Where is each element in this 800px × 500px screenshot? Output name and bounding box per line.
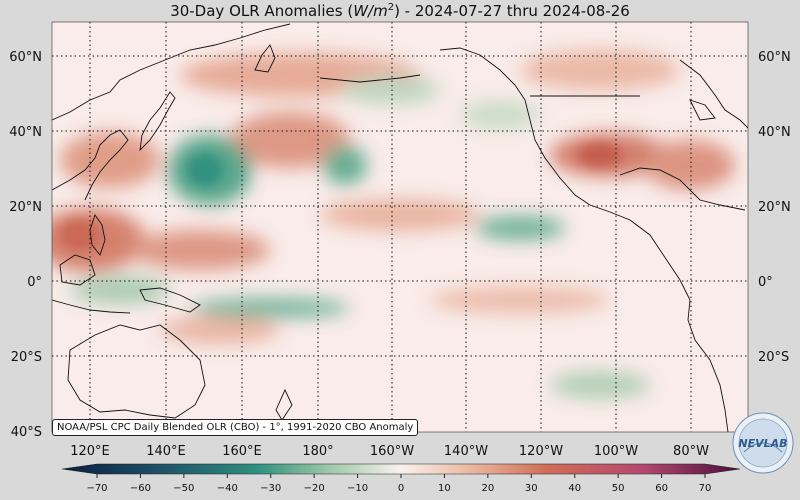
colorbar-tick-label: −50 <box>173 483 194 494</box>
colorbar-tick-label: 20 <box>481 483 494 494</box>
coast-north-america-west <box>529 119 691 301</box>
lon-label-120w: 120°W <box>519 444 563 459</box>
colorbar-tick-label: 70 <box>699 483 712 494</box>
colorbar: −70 −60 −50 −40 −30 −20 −10 0 10 20 30 40 50 60 70 <box>61 463 741 494</box>
colorbar-tick-label: −30 <box>260 483 281 494</box>
coast-japan <box>139 91 176 152</box>
coast-south-america <box>687 299 729 432</box>
lon-label-180: 180° <box>302 444 333 459</box>
anomaly-positive-central-20n <box>320 199 480 231</box>
source-note: NOAA/PSL CPC Daily Blended OLR (CBO) - 1… <box>52 419 419 436</box>
nevlab-logo: NEVLAB <box>732 412 794 474</box>
coastlines <box>52 23 748 432</box>
colorbar-fill <box>61 463 741 475</box>
coast-aleutians <box>319 74 421 83</box>
colorbar-tick-label: −40 <box>217 483 238 494</box>
anomaly-positive-west-equatorial <box>130 230 270 270</box>
anomaly-positive-core-mexico <box>578 143 622 167</box>
lon-label-140w: 140°W <box>444 444 488 459</box>
coast-new-guinea <box>139 287 201 313</box>
lat-label-20s-right: 20°S <box>758 350 789 365</box>
colorbar-tick-label: 10 <box>438 483 451 494</box>
lat-label-60n-right: 60°N <box>758 50 791 65</box>
colorbar-tick-label: −60 <box>130 483 151 494</box>
coast-china <box>52 129 129 201</box>
anomaly-negative-central-30n <box>323 145 367 185</box>
lat-label-20n-right: 20°N <box>758 200 791 215</box>
anomaly-positive-core-phil <box>60 220 100 250</box>
colorbar-tick-label: 0 <box>398 483 404 494</box>
anomaly-field <box>52 50 735 399</box>
logo-text: NEVLAB <box>738 437 787 450</box>
chart-title: 30-Day OLR Anomalies (W/m2) - 2024-07-27… <box>170 2 630 20</box>
lon-label-140e: 140°E <box>146 444 186 459</box>
anomaly-negative-south-east <box>550 371 650 399</box>
lat-labels-right: 60°N 40°N 20°N 0° 20°S <box>758 50 791 365</box>
anomaly-negative-north-green <box>340 76 440 104</box>
lat-label-40n-right: 40°N <box>758 125 791 140</box>
anomaly-negative-maritime <box>70 276 170 304</box>
lat-label-40s-left: 40°S <box>11 425 42 440</box>
coast-kamchatka <box>254 44 276 73</box>
coast-great-lakes <box>689 99 716 121</box>
lat-label-20s-left: 20°S <box>11 350 42 365</box>
lon-label-80w: 80°W <box>673 444 709 459</box>
coast-alaska <box>439 47 531 121</box>
lat-label-0-left: 0° <box>27 275 42 290</box>
map-panel <box>52 22 748 432</box>
anomaly-negative-alaska <box>460 101 540 129</box>
anomaly-negative-east-itcz <box>475 216 565 240</box>
lon-labels: 120°E 140°E 160°E 180° 160°W 140°W 120°W… <box>70 444 709 459</box>
anomaly-positive-tasman <box>160 316 280 344</box>
colorbar-tick-label: 30 <box>525 483 538 494</box>
colorbar-tick-label: −20 <box>304 483 325 494</box>
lat-label-0-right: 0° <box>758 275 773 290</box>
colorbar-tick-label: 50 <box>612 483 625 494</box>
lon-label-160w: 160°W <box>370 444 414 459</box>
lon-label-160e: 160°E <box>222 444 262 459</box>
lat-label-40n-left: 40°N <box>9 125 42 140</box>
lat-label-20n-left: 20°N <box>9 200 42 215</box>
anomaly-negative-tropical-south <box>190 298 350 318</box>
anomaly-positive-north-east <box>520 50 680 90</box>
colorbar-tick-label: −10 <box>347 483 368 494</box>
coast-north-america-east <box>679 59 748 129</box>
lat-label-60n-left: 60°N <box>9 50 42 65</box>
anomaly-positive-south-pacific <box>430 286 610 314</box>
colorbar-tick-label: 60 <box>655 483 668 494</box>
anomaly-negative-core <box>187 154 223 186</box>
coast-gulf-of-mexico <box>619 167 746 211</box>
gridlines <box>52 22 748 432</box>
colorbar-tick-label: 40 <box>568 483 581 494</box>
lat-labels-left: 60°N 40°N 20°N 0° 20°S 40°S <box>9 50 42 440</box>
lon-label-100w: 100°W <box>594 444 638 459</box>
coast-borneo <box>59 254 96 286</box>
lon-label-120e: 120°E <box>70 444 110 459</box>
anomaly-positive-southern-us <box>645 140 735 190</box>
anomaly-positive-nw-pacific <box>230 112 350 168</box>
colorbar-tick-label: −70 <box>86 483 107 494</box>
coast-east-asia <box>52 23 291 121</box>
colorbar-ticks: −70 −60 −50 −40 −30 −20 −10 0 10 20 30 40 50 60 70 <box>86 474 711 494</box>
